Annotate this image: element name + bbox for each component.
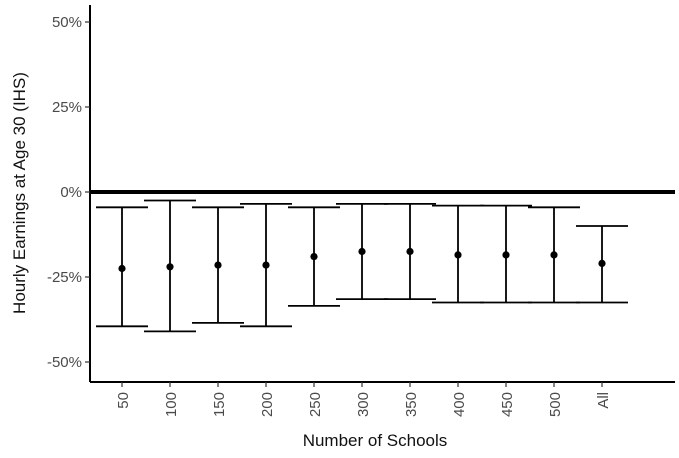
- x-tick-label: All: [595, 392, 612, 409]
- y-tick-label: -25%: [47, 269, 82, 286]
- y-axis-title: Hourly Earnings at Age 30 (IHS): [10, 72, 29, 314]
- x-tick-label: 450: [499, 392, 516, 417]
- point-estimate: [406, 247, 414, 256]
- y-axis: 50% 25% 0% -25% -50%: [47, 5, 91, 382]
- point-estimate: [598, 259, 606, 267]
- x-axis: 50 100 150 200 250 300 350 400 450 500 All: [90, 381, 675, 417]
- y-tick-label: 50%: [52, 14, 82, 31]
- point-estimate: [262, 261, 270, 269]
- point-estimate: [454, 251, 462, 259]
- x-tick-label: 150: [211, 392, 228, 417]
- y-tick-label: 25%: [52, 99, 82, 116]
- point-estimate: [118, 264, 126, 273]
- point-estimate: [550, 251, 558, 259]
- x-tick-label: 100: [163, 392, 180, 417]
- x-tick-label: 350: [403, 392, 420, 417]
- y-tick-label: -50%: [47, 354, 82, 371]
- plot-marks: [90, 190, 675, 333]
- x-axis-title: Number of Schools: [303, 431, 448, 450]
- x-tick-label: 250: [307, 392, 324, 417]
- x-tick-label: 500: [547, 392, 564, 417]
- x-tick-label: 200: [259, 392, 276, 417]
- point-estimate: [502, 251, 510, 259]
- point-estimate: [214, 261, 222, 269]
- x-tick-label: 50: [115, 392, 132, 409]
- x-tick-label: 400: [451, 392, 468, 417]
- y-tick-label: 0%: [60, 184, 82, 201]
- point-estimate: [166, 263, 174, 271]
- point-estimate: [310, 253, 318, 261]
- x-tick-label: 300: [355, 392, 372, 417]
- point-estimate: [358, 247, 366, 256]
